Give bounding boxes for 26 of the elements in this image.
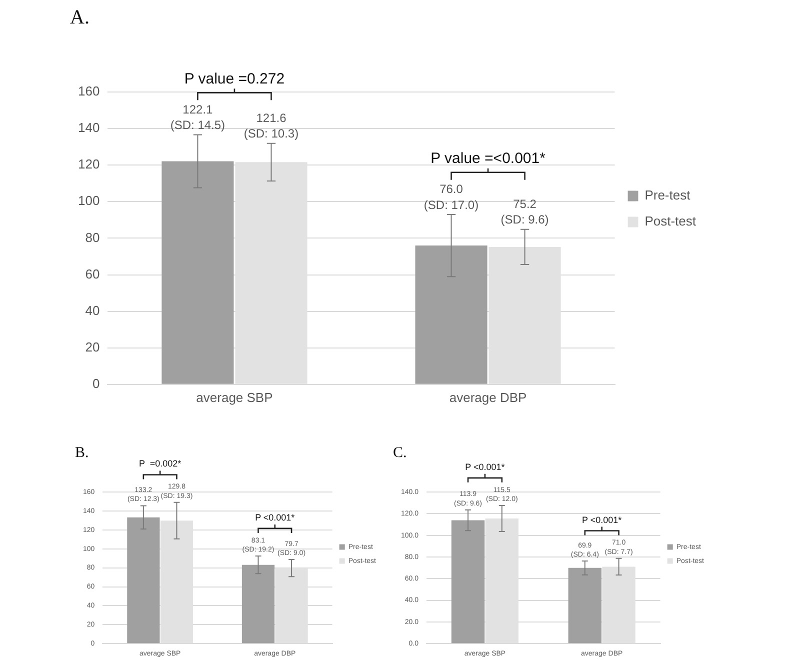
x-tick-label: average SBP (196, 390, 273, 405)
annotation: P value =<0.001* (430, 150, 546, 167)
y-tick-label: 120 (78, 156, 100, 172)
y-tick-label: 0 (92, 376, 100, 391)
y-tick-label: 40 (85, 302, 100, 318)
data-label: 122.1 (SD: 14.5) (170, 102, 226, 132)
legend-label: Pre-test (644, 188, 691, 203)
text: P =0.002* (139, 458, 182, 469)
chart-title: A. (70, 6, 90, 28)
legend-label: Post-test (644, 214, 696, 229)
chart-title: C. (393, 444, 407, 461)
text: P <0.001* (465, 462, 506, 472)
y-tick-label: 60 (85, 266, 100, 282)
data-label: 75.2 (SD: 9.6) (500, 197, 549, 227)
text: P value =0.272 (184, 70, 285, 88)
chart-title: B. (75, 444, 89, 461)
y-tick-label: 140 (78, 120, 100, 136)
y-tick-label: 20 (85, 339, 100, 354)
y-tick-label: 100 (78, 193, 100, 208)
annotation: P <0.001* (255, 512, 296, 522)
y-tick-label: 80 (85, 230, 100, 245)
data-label: 76.0 (SD: 17.0) (424, 182, 479, 212)
x-tick-label: average DBP (449, 390, 527, 405)
y-tick-label: 160 (78, 84, 100, 99)
annotation: P <0.001* (582, 514, 622, 525)
data-label: 121.6 (SD: 10.3) (244, 111, 299, 141)
